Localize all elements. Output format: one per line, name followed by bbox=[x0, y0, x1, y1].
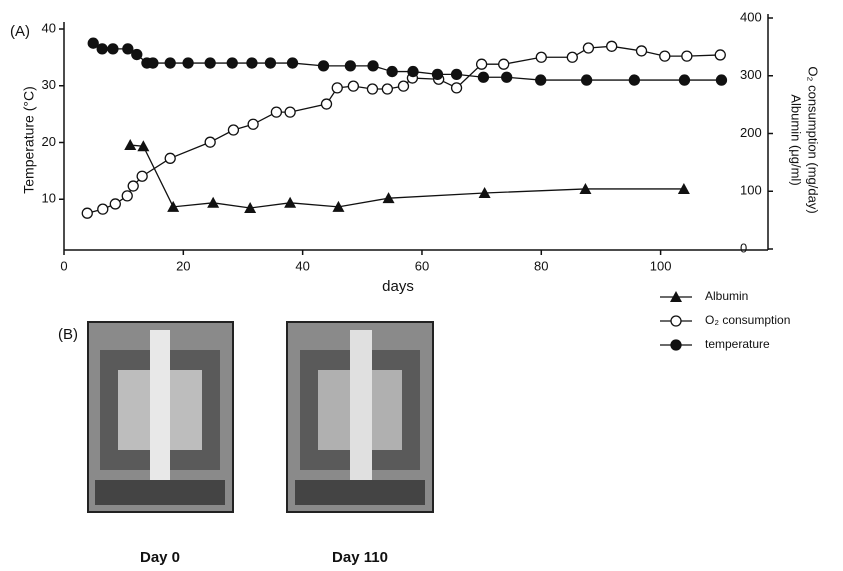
x-axis-label: days bbox=[382, 278, 414, 295]
marker bbox=[284, 197, 296, 208]
marker bbox=[367, 84, 377, 94]
marker bbox=[124, 139, 136, 150]
marker bbox=[716, 75, 726, 85]
photo-caption: Day 110 bbox=[332, 549, 388, 566]
y2-tick-label: 100 bbox=[740, 183, 762, 198]
marker bbox=[478, 72, 488, 82]
marker bbox=[368, 61, 378, 71]
legend-marker bbox=[671, 316, 681, 326]
legend-marker bbox=[671, 340, 681, 350]
marker bbox=[123, 44, 133, 54]
marker bbox=[582, 75, 592, 85]
marker bbox=[227, 58, 237, 68]
marker bbox=[583, 43, 593, 53]
marker bbox=[660, 51, 670, 61]
marker bbox=[248, 119, 258, 129]
panel-label: (A) bbox=[10, 23, 30, 40]
marker bbox=[452, 83, 462, 93]
x-tick-label: 0 bbox=[60, 258, 67, 273]
marker bbox=[682, 51, 692, 61]
marker bbox=[207, 197, 219, 208]
marker bbox=[183, 58, 193, 68]
legend-label: Albumin bbox=[705, 289, 748, 303]
y2-tick-label: 0 bbox=[740, 240, 747, 255]
marker bbox=[348, 81, 358, 91]
marker bbox=[408, 67, 418, 77]
photo-caption: Day 0 bbox=[140, 549, 180, 566]
marker bbox=[715, 50, 725, 60]
marker bbox=[607, 41, 617, 51]
y-axis-label: Temperature (°C) bbox=[21, 86, 37, 194]
marker bbox=[637, 46, 647, 56]
y-tick-label: 40 bbox=[42, 20, 56, 35]
marker bbox=[322, 99, 332, 109]
marker bbox=[97, 44, 107, 54]
y-tick-label: 30 bbox=[42, 77, 56, 92]
marker bbox=[271, 107, 281, 117]
marker bbox=[88, 38, 98, 48]
y2-tick-label: 300 bbox=[740, 67, 762, 82]
y2-axis-label: O₂ consumption (mg/day) bbox=[806, 66, 821, 213]
marker bbox=[398, 81, 408, 91]
marker bbox=[247, 58, 257, 68]
marker bbox=[110, 199, 120, 209]
marker bbox=[452, 69, 462, 79]
marker bbox=[345, 61, 355, 71]
y2-axis-label-2: Albumin (μg/ml) bbox=[789, 94, 804, 185]
marker bbox=[288, 58, 298, 68]
marker bbox=[629, 75, 639, 85]
marker bbox=[477, 59, 487, 69]
marker bbox=[285, 107, 295, 117]
figure: (A) days Temperature (°C) O₂ consumption… bbox=[0, 0, 843, 571]
marker bbox=[228, 125, 238, 135]
marker bbox=[567, 52, 577, 62]
x-tick-label: 20 bbox=[176, 258, 190, 273]
y2-tick-label: 400 bbox=[740, 9, 762, 24]
marker bbox=[205, 58, 215, 68]
x-tick-label: 80 bbox=[534, 258, 548, 273]
marker bbox=[128, 181, 138, 191]
x-tick-label: 100 bbox=[650, 258, 672, 273]
marker bbox=[536, 52, 546, 62]
panel-label: (B) bbox=[58, 326, 78, 343]
marker bbox=[165, 58, 175, 68]
marker bbox=[536, 75, 546, 85]
marker bbox=[319, 61, 329, 71]
y-tick-label: 10 bbox=[42, 191, 56, 206]
marker bbox=[108, 44, 118, 54]
y2-tick-label: 200 bbox=[740, 125, 762, 140]
photo bbox=[287, 322, 433, 512]
marker bbox=[332, 83, 342, 93]
marker bbox=[137, 171, 147, 181]
marker bbox=[165, 153, 175, 163]
marker bbox=[265, 58, 275, 68]
marker bbox=[502, 72, 512, 82]
marker bbox=[122, 191, 132, 201]
marker bbox=[387, 67, 397, 77]
marker bbox=[132, 50, 142, 60]
photo bbox=[88, 322, 233, 512]
marker bbox=[679, 75, 689, 85]
x-tick-label: 60 bbox=[415, 258, 429, 273]
y-tick-label: 20 bbox=[42, 134, 56, 149]
marker bbox=[205, 137, 215, 147]
marker bbox=[148, 58, 158, 68]
legend-label: O₂ consumption bbox=[705, 313, 790, 327]
marker bbox=[499, 59, 509, 69]
marker bbox=[98, 204, 108, 214]
marker bbox=[432, 69, 442, 79]
marker bbox=[82, 208, 92, 218]
x-tick-label: 40 bbox=[295, 258, 309, 273]
marker bbox=[382, 84, 392, 94]
legend-label: temperature bbox=[705, 337, 770, 351]
